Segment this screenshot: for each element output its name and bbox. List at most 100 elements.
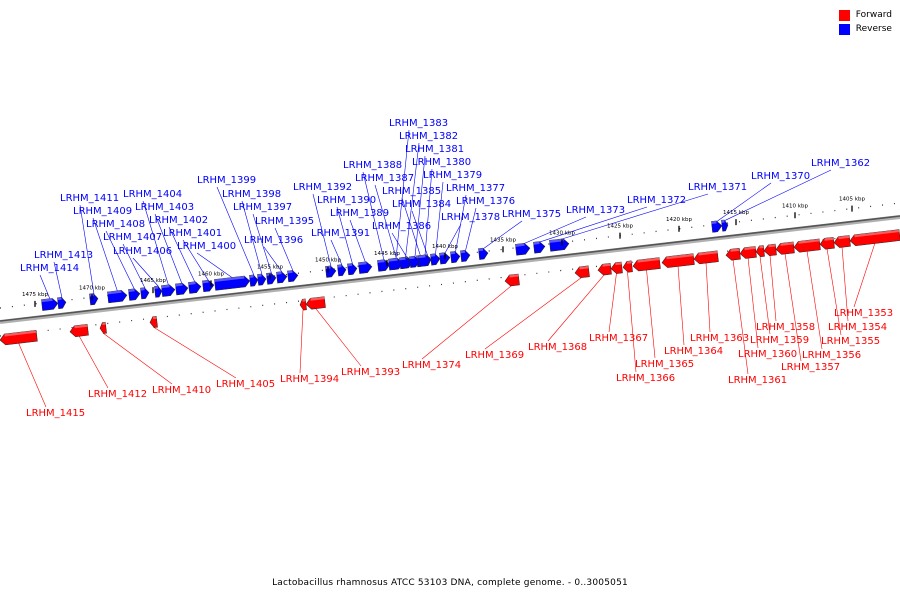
reverse-gene[interactable] bbox=[325, 265, 337, 278]
reverse-gene-label[interactable]: LRHM_1379 bbox=[423, 170, 482, 181]
reverse-gene[interactable] bbox=[388, 257, 404, 271]
reverse-gene[interactable] bbox=[533, 241, 546, 254]
forward-gene-label[interactable]: LRHM_1364 bbox=[664, 346, 723, 357]
forward-gene[interactable] bbox=[504, 273, 520, 287]
reverse-gene-label[interactable]: LRHM_1373 bbox=[566, 205, 625, 216]
legend-reverse[interactable]: Reverse bbox=[838, 22, 892, 36]
reverse-gene-label[interactable]: LRHM_1401 bbox=[163, 228, 222, 239]
forward-gene[interactable] bbox=[661, 253, 695, 269]
forward-gene-label[interactable]: LRHM_1368 bbox=[528, 342, 587, 353]
reverse-gene-label[interactable]: LRHM_1383 bbox=[389, 118, 448, 129]
reverse-gene[interactable] bbox=[478, 247, 489, 260]
forward-gene[interactable] bbox=[597, 262, 612, 276]
reverse-gene-label[interactable]: LRHM_1370 bbox=[751, 171, 810, 182]
reverse-gene-label[interactable]: LRHM_1403 bbox=[135, 202, 194, 213]
forward-gene-label[interactable]: LRHM_1356 bbox=[802, 350, 861, 361]
reverse-gene-label[interactable]: LRHM_1406 bbox=[113, 246, 172, 257]
reverse-gene[interactable] bbox=[399, 256, 412, 270]
forward-gene-label[interactable]: LRHM_1358 bbox=[756, 322, 815, 333]
reverse-gene[interactable] bbox=[249, 274, 259, 287]
reverse-gene[interactable] bbox=[721, 219, 729, 232]
reverse-gene[interactable] bbox=[347, 263, 358, 276]
reverse-gene-label[interactable]: LRHM_1400 bbox=[177, 241, 236, 252]
reverse-gene[interactable] bbox=[161, 284, 176, 297]
forward-gene-label[interactable]: LRHM_1360 bbox=[738, 349, 797, 360]
reverse-gene-label[interactable]: LRHM_1376 bbox=[456, 196, 515, 207]
forward-gene-label[interactable]: LRHM_1412 bbox=[88, 389, 147, 400]
reverse-gene-label[interactable]: LRHM_1380 bbox=[412, 157, 471, 168]
reverse-gene-label[interactable]: LRHM_1407 bbox=[103, 232, 162, 243]
forward-gene[interactable] bbox=[725, 247, 741, 261]
forward-gene-label[interactable]: LRHM_1367 bbox=[589, 333, 648, 344]
reverse-gene[interactable] bbox=[430, 253, 441, 266]
forward-gene-label[interactable]: LRHM_1363 bbox=[690, 333, 749, 344]
forward-gene-label[interactable]: LRHM_1369 bbox=[465, 350, 524, 361]
reverse-gene-label[interactable]: LRHM_1378 bbox=[441, 212, 500, 223]
forward-gene[interactable] bbox=[305, 296, 326, 310]
reverse-gene[interactable] bbox=[711, 220, 723, 233]
forward-gene[interactable] bbox=[763, 243, 777, 257]
forward-gene[interactable] bbox=[299, 298, 307, 311]
reverse-gene-label[interactable]: LRHM_1395 bbox=[255, 216, 314, 227]
reverse-gene-label[interactable]: LRHM_1411 bbox=[60, 193, 119, 204]
reverse-gene-label[interactable]: LRHM_1408 bbox=[86, 219, 145, 230]
reverse-gene-label[interactable]: LRHM_1384 bbox=[392, 199, 451, 210]
reverse-gene-label[interactable]: LRHM_1413 bbox=[34, 250, 93, 261]
reverse-gene-label[interactable]: LRHM_1375 bbox=[502, 209, 561, 220]
forward-gene-label[interactable]: LRHM_1374 bbox=[402, 360, 461, 371]
forward-gene-label[interactable]: LRHM_1355 bbox=[821, 336, 880, 347]
reverse-gene-label[interactable]: LRHM_1390 bbox=[317, 195, 376, 206]
reverse-gene[interactable] bbox=[41, 298, 59, 311]
reverse-gene[interactable] bbox=[257, 273, 267, 286]
reverse-gene[interactable] bbox=[460, 249, 471, 262]
reverse-gene[interactable] bbox=[515, 243, 531, 256]
reverse-gene[interactable] bbox=[202, 279, 215, 293]
reverse-gene[interactable] bbox=[128, 288, 141, 301]
forward-gene-label[interactable]: LRHM_1353 bbox=[834, 308, 893, 319]
forward-gene[interactable] bbox=[755, 245, 765, 258]
reverse-gene[interactable] bbox=[266, 272, 277, 285]
reverse-gene-label[interactable]: LRHM_1396 bbox=[244, 235, 303, 246]
reverse-gene-label[interactable]: LRHM_1409 bbox=[73, 206, 132, 217]
gene-labels[interactable]: LRHM_1414LRHM_1413LRHM_1411LRHM_1409LRHM… bbox=[20, 118, 893, 419]
reverse-gene-label[interactable]: LRHM_1402 bbox=[149, 215, 208, 226]
reverse-gene-label[interactable]: LRHM_1397 bbox=[233, 202, 292, 213]
forward-gene-label[interactable]: LRHM_1405 bbox=[216, 379, 275, 390]
reverse-gene[interactable] bbox=[549, 238, 570, 252]
reverse-gene-label[interactable]: LRHM_1371 bbox=[688, 182, 747, 193]
reverse-gene-label[interactable]: LRHM_1382 bbox=[399, 131, 458, 142]
reverse-gene-label[interactable]: LRHM_1391 bbox=[311, 228, 370, 239]
forward-gene-label[interactable]: LRHM_1393 bbox=[341, 367, 400, 378]
reverse-gene[interactable] bbox=[276, 271, 288, 284]
forward-gene[interactable] bbox=[793, 238, 821, 253]
reverse-gene[interactable] bbox=[154, 285, 163, 298]
forward-gene[interactable] bbox=[849, 229, 900, 247]
forward-gene-label[interactable]: LRHM_1354 bbox=[828, 322, 887, 333]
forward-gene[interactable] bbox=[819, 236, 835, 250]
reverse-gene[interactable] bbox=[107, 290, 128, 304]
reverse-gene-label[interactable]: LRHM_1392 bbox=[293, 182, 352, 193]
reverse-gene-label[interactable]: LRHM_1362 bbox=[811, 158, 870, 169]
forward-gene-label[interactable]: LRHM_1365 bbox=[635, 359, 694, 370]
forward-gene[interactable] bbox=[775, 241, 795, 255]
forward-gene-label[interactable]: LRHM_1394 bbox=[280, 374, 339, 385]
forward-gene[interactable] bbox=[574, 265, 590, 279]
reverse-gene-label[interactable]: LRHM_1377 bbox=[446, 183, 505, 194]
forward-gene-label[interactable]: LRHM_1357 bbox=[781, 362, 840, 373]
reverse-gene[interactable] bbox=[287, 270, 299, 283]
reverse-gene[interactable] bbox=[358, 261, 373, 274]
reverse-gene-label[interactable]: LRHM_1399 bbox=[197, 175, 256, 186]
forward-gene[interactable] bbox=[632, 257, 661, 272]
legend-forward[interactable]: Forward bbox=[838, 8, 892, 22]
gene-features[interactable] bbox=[0, 219, 900, 346]
forward-gene[interactable] bbox=[0, 329, 38, 346]
reverse-gene[interactable] bbox=[418, 254, 432, 267]
forward-gene-label[interactable]: LRHM_1359 bbox=[750, 335, 809, 346]
reverse-gene-label[interactable]: LRHM_1386 bbox=[372, 221, 431, 232]
forward-gene[interactable] bbox=[69, 324, 89, 337]
forward-gene-label[interactable]: LRHM_1410 bbox=[152, 385, 211, 396]
reverse-gene-label[interactable]: LRHM_1381 bbox=[405, 144, 464, 155]
reverse-gene[interactable] bbox=[57, 297, 67, 309]
forward-gene[interactable] bbox=[149, 315, 158, 328]
forward-gene-label[interactable]: LRHM_1415 bbox=[26, 408, 85, 419]
